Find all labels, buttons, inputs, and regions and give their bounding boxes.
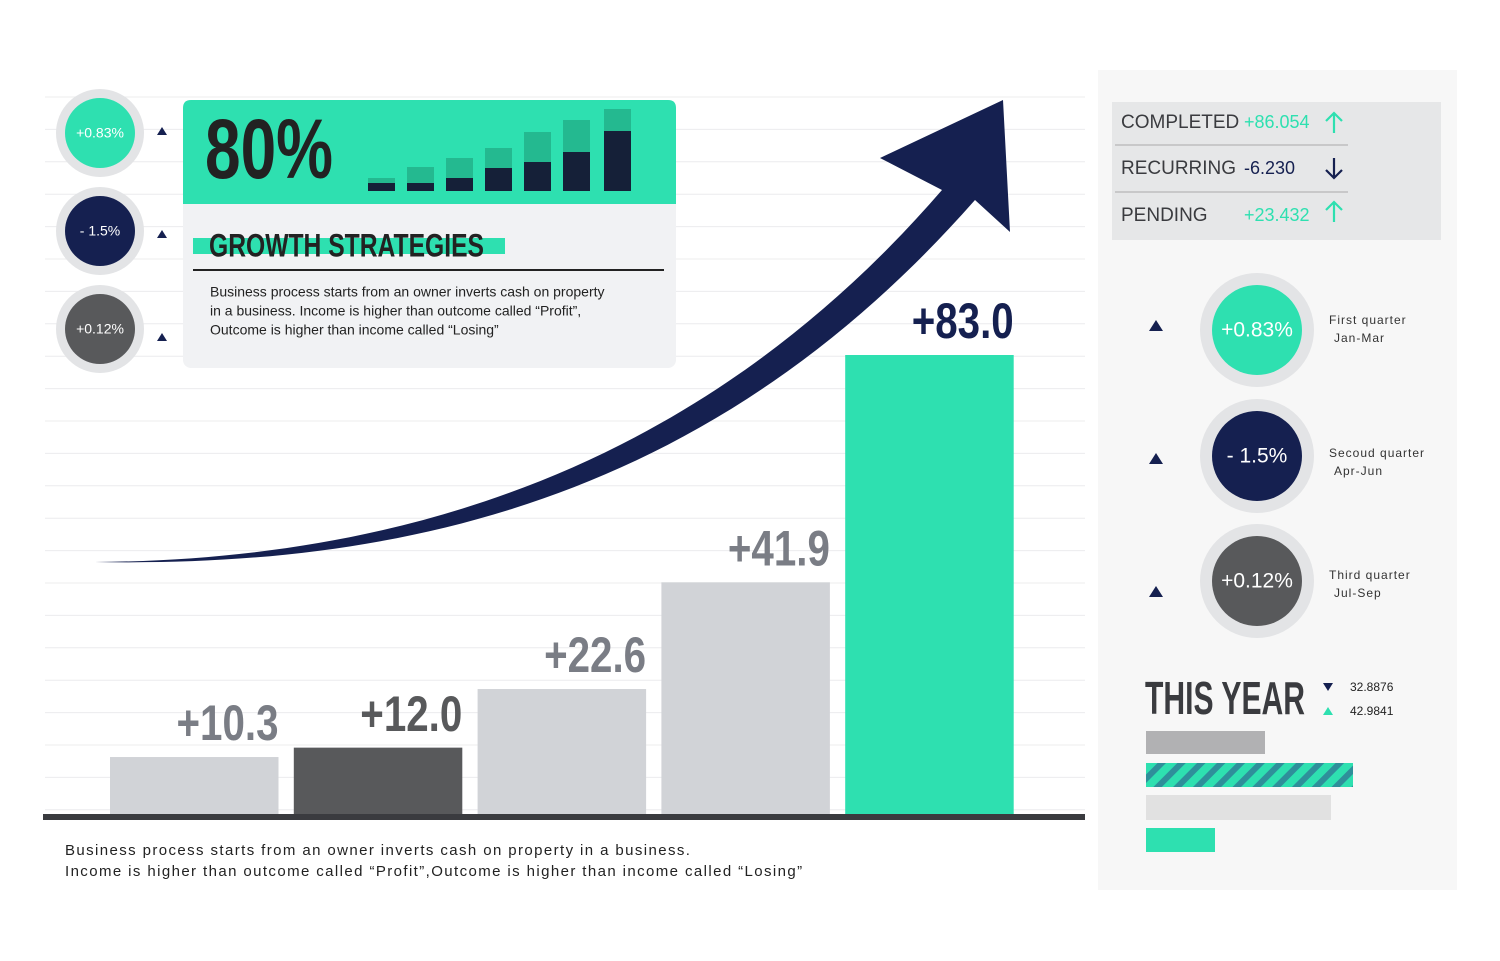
value-label: +83.0 [912,293,1014,349]
quarter-period: Jul-Sep [1334,586,1382,600]
year-value: 42.9841 [1350,704,1394,718]
left-badges [56,89,167,373]
quarter-period: Apr-Jun [1334,464,1383,478]
down-marker [1323,683,1333,691]
title-highlight [193,238,505,254]
quarter-badge: +0.12% [1221,570,1293,593]
stat-value: +23.432 [1244,205,1310,225]
value-label: +22.6 [544,627,646,683]
value-label: +12.0 [360,686,462,742]
growth-arrow [95,100,1010,563]
year-value: 32.8876 [1350,680,1394,694]
footnote: Business process starts from an owner in… [65,842,691,859]
card-text: in a business. Income is higher than out… [210,303,581,319]
year-title: THIS YEAR [1145,672,1305,724]
badge-label: +0.12% [76,321,124,337]
quarter-badge: - 1.5% [1227,445,1288,468]
card-header [183,100,676,204]
year-bars [1146,731,1353,852]
value-label: +10.3 [177,695,279,751]
headline: 80% [205,102,333,196]
up-marker [1323,707,1333,715]
stat-value: +86.054 [1244,112,1310,132]
baseline [43,814,1085,820]
value-label: +41.9 [728,520,830,576]
quarter-period: Jan-Mar [1334,331,1385,345]
stat-label: COMPLETED [1121,112,1239,133]
stat-value: -6.230 [1244,158,1295,178]
card-text: Business process starts from an owner in… [210,284,605,300]
bar-chart: +10.3 +12.0 +22.6 +41.9 +83.0 [110,293,1014,814]
quarter-badge: +0.83% [1221,319,1293,342]
mini-bars [368,109,631,191]
footnote: Income is higher than outcome called “Pr… [65,863,804,880]
bar [293,747,463,814]
bar [477,689,647,814]
badge-label: - 1.5% [80,223,120,239]
card-text: Outcome is higher than income called “Lo… [210,322,499,338]
stat-arrows [1325,111,1343,222]
quarter-name: Third quarter [1329,568,1411,582]
stats-box [1112,102,1441,240]
badge-label: +0.83% [76,125,124,141]
quarter-name: First quarter [1329,313,1407,327]
bar [845,355,1014,814]
stat-label: PENDING [1121,205,1208,226]
bar [110,757,279,814]
card-title: GROWTH STRATEGIES [209,227,484,263]
bar [661,582,830,814]
quarter-name: Secoud quarter [1329,446,1425,460]
quarter-badges [1149,273,1314,638]
stat-label: RECURRING [1121,158,1236,179]
